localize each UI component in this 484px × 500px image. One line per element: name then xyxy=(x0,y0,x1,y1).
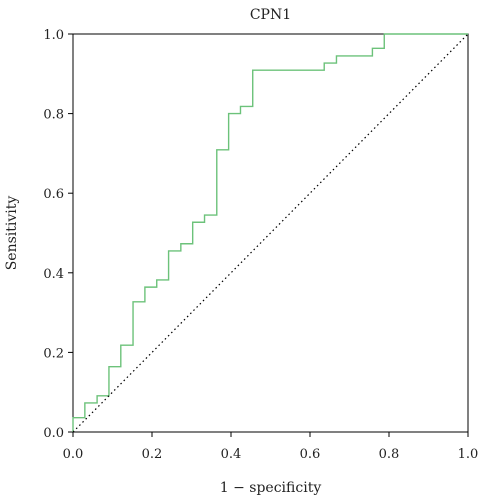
x-tick-label: 0.2 xyxy=(142,447,163,462)
y-tick-label: 1.0 xyxy=(43,28,64,43)
chart-title: CPN1 xyxy=(250,7,291,23)
plot-frame xyxy=(72,33,469,433)
y-tick-label: 0.4 xyxy=(43,267,64,282)
x-tick-label: 0.0 xyxy=(63,447,84,462)
axes: 0.0 0.2 0.4 0.6 0.8 1.0 0.0 0.2 0.4 0.6 0.8 1.0 xyxy=(43,28,478,462)
x-tick-label: 0.4 xyxy=(221,447,242,462)
reference-diagonal-line xyxy=(72,33,469,433)
y-axis-title: Sensitivity xyxy=(4,196,20,271)
x-axis-title: 1 − specificity xyxy=(220,480,322,496)
y-tick-label: 0.8 xyxy=(43,108,64,123)
x-tick-label: 0.8 xyxy=(379,447,400,462)
y-tick-label: 0.0 xyxy=(43,426,64,441)
x-tick-label: 0.6 xyxy=(300,447,321,462)
y-tick-label: 0.2 xyxy=(43,346,64,361)
roc-curve-line xyxy=(72,33,468,432)
x-tick-label: 1.0 xyxy=(458,447,479,462)
series-layer xyxy=(72,33,469,433)
y-tick-label: 0.6 xyxy=(43,187,64,202)
